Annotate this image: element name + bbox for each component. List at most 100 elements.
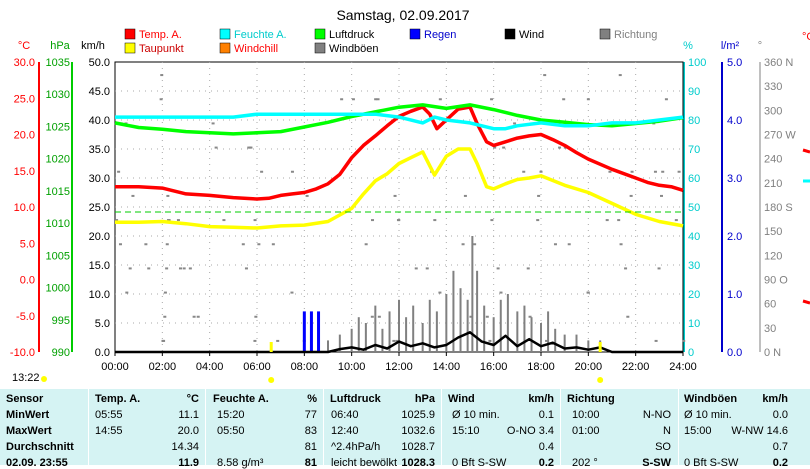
direction-dot [526,267,530,270]
axis-tick-label: 25.0 [89,202,110,214]
axis-tick-label: 50 [688,202,700,214]
table-cell: N-NO [642,409,671,421]
axis-tick-label: 1025 [46,121,70,133]
direction-dot [490,219,494,222]
gust-bar [435,311,438,352]
axis-tick-label: 150 [764,226,782,238]
direction-dot [340,98,344,101]
table-cell: 202 ° [572,457,598,469]
direction-dot [167,219,171,222]
gust-bar [327,340,329,352]
legend-swatch [124,28,136,40]
direction-dot [257,243,261,246]
table-header: % [307,393,317,405]
direction-dot [179,267,183,270]
axis-tick-label: 1000 [46,283,70,295]
table-row-label: Durchschnitt [6,441,74,453]
gust-bar [476,270,479,352]
axis-tick-label: 1.0 [727,289,742,301]
direction-dot [162,339,166,342]
legend-swatch [409,28,421,40]
axis-tick-label: 0 N [764,347,781,359]
direction-dot [163,291,167,294]
x-tick-label: 20:00 [575,361,603,373]
axis-tick-label: 360 N [764,57,793,69]
legend-swatch [504,28,516,40]
axis-tick-label: 10.0 [14,202,35,214]
legend-label: Richtung [614,29,657,41]
temp-preview-line [802,299,810,305]
x-tick-label: 02:00 [149,361,177,373]
legend-label: Regen [424,29,456,41]
axis-tick-label: 3.0 [727,173,742,185]
bar-series [302,236,602,352]
direction-dot [654,339,658,342]
direction-dot [659,194,663,197]
table-cell: SO [655,441,671,453]
direction-dot [553,243,557,246]
direction-dot [567,243,571,246]
taupunkt-line [115,147,684,230]
table-header: Wind [448,393,475,405]
axis-tick-label: 35.0 [89,144,110,156]
table-row-label: 02.09. 23:55 [6,457,68,469]
sun-icon [597,377,604,383]
table-cell: 15:10 [452,425,480,437]
gust-bar [492,317,495,352]
sun-icon [41,376,47,382]
table-cell: 06:40 [331,409,359,421]
direction-dot [463,194,467,197]
axis-tick-label: 80 [688,115,700,127]
x-tick-label: 04:00 [196,361,224,373]
axis-tick-label: 4.0 [727,115,742,127]
direction-dot [536,219,540,222]
axis-labels: °C 30.0 25.0 20.0 15.0 10.0 5.0 0.0 -5.0 -10.0 hPa… [10,40,796,359]
axis-tick-label: 90 [688,86,700,98]
table-cell: 1028.3 [401,457,435,469]
legend-swatch [314,28,326,40]
gust-bar [428,299,431,352]
x-tick-label: 14:00 [433,361,461,373]
direction-dot [488,339,492,342]
direction-dot [241,243,245,246]
direction-dot [376,98,380,101]
gust-bar [421,323,424,352]
table-cell: 0.2 [538,457,554,469]
table-cell: 8.58 g/m³ [217,457,264,469]
temp-preview-unit: °C [802,31,810,43]
direction-dot [371,219,375,222]
direction-dot [425,267,429,270]
direction-dot [605,219,609,222]
table-cell: 0 Bft S-SW [452,457,507,469]
table-cell: 15:20 [217,409,245,421]
direction-dot [626,315,630,318]
table-header: Luftdruck [330,393,381,405]
axis-tick-label: 120 [764,250,782,262]
table-cell: 0.4 [538,441,554,453]
axis-unit-label: hPa [50,40,70,52]
direction-dot [254,315,258,318]
rain-bar [309,311,313,352]
direction-dot [395,339,399,342]
gust-bar [459,288,462,352]
table-cell: ^2.4hPa/h [331,441,381,453]
direction-dot [192,315,196,318]
direction-dot [393,194,397,197]
gust-bar [575,334,578,352]
axis-tick-label: 0 [688,347,694,359]
gust-bar [563,334,566,352]
legend-label: Taupunkt [139,43,184,55]
gust-bar [471,236,474,352]
direction-dot [125,291,129,294]
rain-bar [317,311,321,352]
table-cell: 05:55 [95,409,123,421]
direction-dot [305,194,309,197]
axis-tick-label: 20 [688,289,700,301]
direction-dot [608,170,612,173]
table-cell: W-NW 14.6 [731,425,788,437]
table-row-label: MaxWert [6,425,52,437]
table-header: Feuchte A. [213,393,269,405]
direction-dot [253,219,257,222]
axis-tick-label: 5.0 [20,238,35,250]
sun-icon [268,377,275,383]
